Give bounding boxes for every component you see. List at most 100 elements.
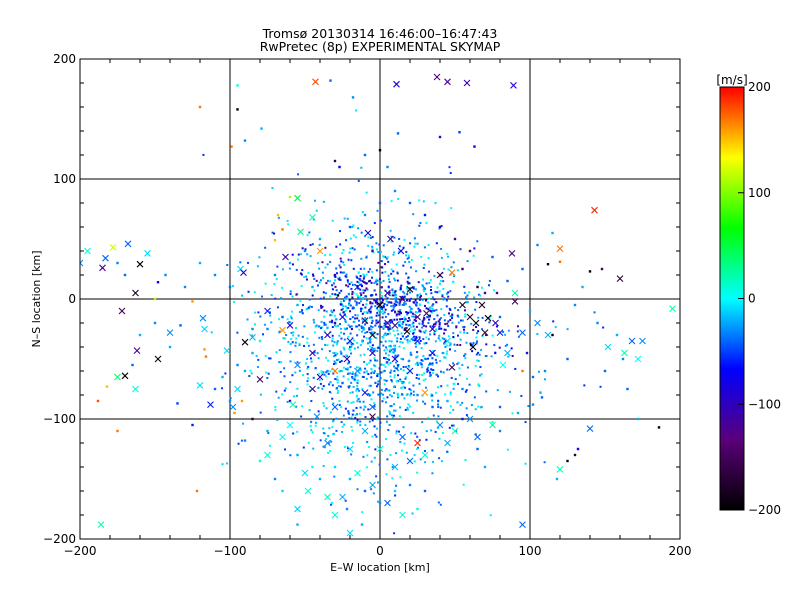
cross-stroke: [331, 403, 339, 411]
core-dot: [427, 308, 430, 311]
cluster-dot: [350, 381, 353, 384]
data-dot: [326, 369, 329, 373]
cluster-dot: [408, 381, 411, 384]
cluster-dot: [397, 374, 400, 377]
cluster-dot: [352, 401, 355, 404]
cluster-dot: [367, 270, 370, 273]
core-dot: [438, 321, 441, 324]
cluster-dot: [404, 376, 407, 379]
cluster-dot: [395, 361, 398, 364]
cluster-dot: [312, 376, 315, 379]
cluster-dot: [354, 236, 357, 239]
cluster-dot: [481, 286, 484, 289]
core-dot: [359, 310, 362, 313]
cluster-dot: [328, 383, 331, 386]
cluster-dot: [292, 395, 295, 398]
cluster-dot: [380, 281, 383, 284]
cluster-dot: [292, 334, 295, 337]
data-cross: [399, 511, 406, 519]
cluster-dot: [331, 326, 334, 329]
x-tick-label: 0: [376, 544, 384, 558]
cluster-dot: [371, 248, 374, 251]
cluster-dot: [476, 359, 479, 362]
cross-stroke: [84, 247, 91, 255]
cluster-dot: [329, 381, 332, 384]
cluster-dot: [278, 349, 281, 352]
cluster-dot: [370, 398, 373, 401]
data-dot: [123, 273, 127, 277]
cluster-dot: [403, 337, 406, 340]
data-cross: [99, 264, 106, 272]
cluster-dot: [277, 216, 280, 219]
data-dot: [573, 453, 577, 457]
cluster-dot: [374, 332, 377, 335]
cluster-dot: [289, 315, 292, 318]
cluster-dot: [380, 340, 383, 343]
data-dot: [393, 489, 397, 493]
cluster-dot: [294, 326, 297, 329]
core-dot: [301, 269, 304, 272]
cross-stroke: [196, 382, 204, 389]
cluster-dot: [411, 323, 414, 326]
cluster-dot: [268, 311, 271, 314]
cluster-dot: [395, 452, 398, 455]
core-dot: [342, 311, 345, 314]
core-dot: [273, 232, 276, 235]
core-dot: [387, 326, 390, 329]
cluster-dot: [464, 390, 467, 393]
core-dot: [394, 290, 397, 293]
cluster-dot: [355, 301, 358, 304]
core-dot: [387, 313, 390, 316]
cluster-dot: [447, 335, 450, 338]
cluster-dot: [337, 385, 340, 388]
cluster-dot: [409, 266, 412, 269]
core-dot: [418, 336, 421, 339]
cluster-dot: [355, 395, 358, 398]
cluster-dot: [365, 377, 368, 380]
cluster-dot: [349, 318, 352, 321]
data-dot: [498, 315, 502, 319]
cluster-dot: [464, 458, 467, 461]
core-dot: [394, 310, 397, 313]
cluster-dot: [342, 375, 345, 378]
cluster-dot: [447, 325, 450, 328]
cluster-dot: [289, 321, 292, 324]
core-dot: [291, 253, 294, 256]
data-cross: [444, 78, 451, 86]
core-dot: [425, 325, 428, 328]
cluster-dot: [323, 321, 326, 324]
cluster-dot: [345, 239, 348, 242]
cluster-dot: [475, 342, 478, 345]
cluster-dot: [334, 324, 337, 327]
cluster-dot: [436, 286, 439, 289]
cluster-dot: [424, 461, 427, 464]
cluster-dot: [418, 373, 421, 376]
cluster-dot: [379, 250, 382, 253]
cluster-dot: [368, 446, 371, 449]
cross-stroke: [361, 427, 369, 435]
cluster-dot: [488, 279, 491, 282]
cross-stroke: [466, 415, 474, 423]
cluster-dot: [406, 334, 409, 337]
cluster-dot: [424, 402, 427, 405]
cluster-dot: [431, 296, 434, 299]
cluster-dot: [366, 288, 369, 291]
cluster-dot: [363, 274, 366, 277]
cluster-dot: [349, 247, 352, 250]
cluster-dot: [418, 382, 421, 385]
cluster-dot: [350, 401, 353, 404]
data-dot: [333, 273, 337, 277]
core-dot: [438, 318, 441, 321]
cluster-dot: [373, 370, 376, 373]
cluster-dot: [296, 258, 299, 261]
data-cross: [294, 194, 301, 202]
core-dot: [345, 295, 348, 298]
cluster-dot: [314, 367, 317, 370]
cluster-dot: [426, 357, 429, 360]
cross-stroke: [391, 463, 399, 471]
cluster-dot: [356, 384, 359, 387]
cluster-dot: [302, 374, 305, 377]
cluster-dot: [406, 288, 409, 291]
cluster-dot: [333, 341, 336, 344]
cluster-dot: [352, 385, 355, 388]
